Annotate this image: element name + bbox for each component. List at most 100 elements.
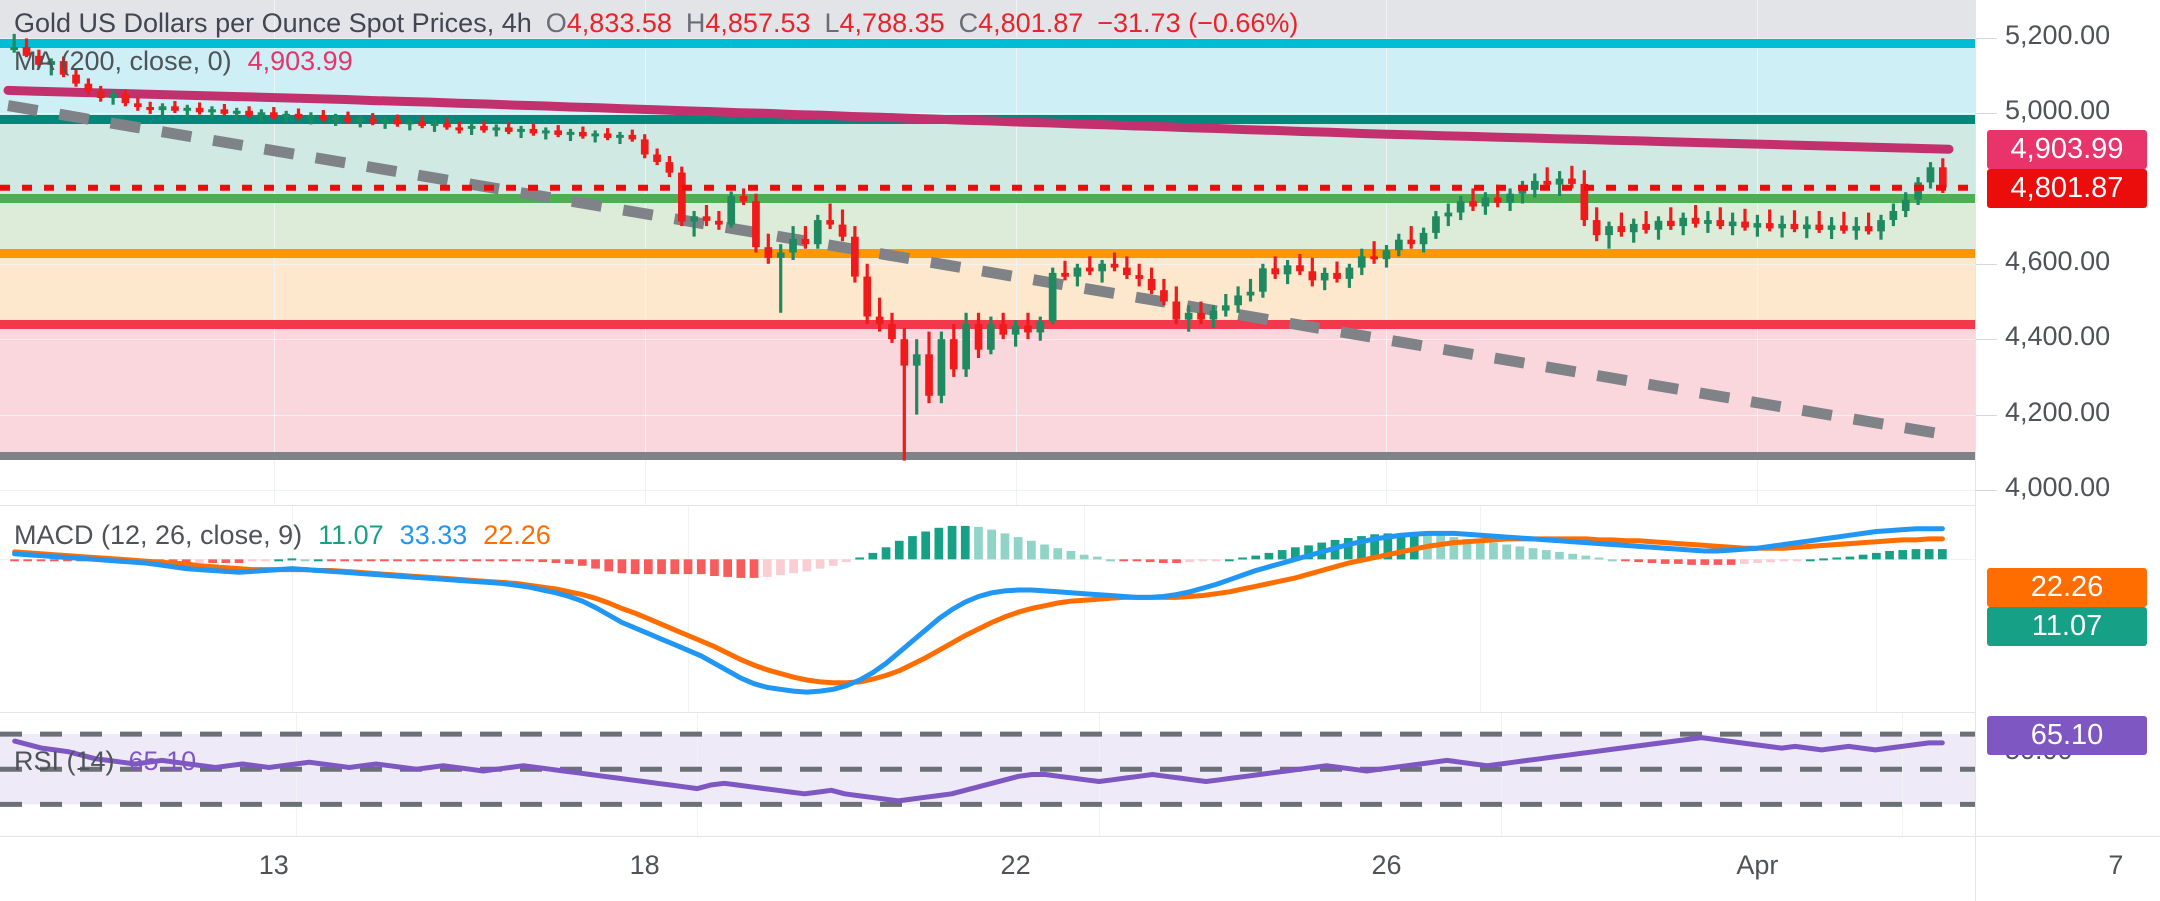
macd-hist-bar: [1766, 559, 1776, 563]
macd-hist-bar: [1000, 533, 1010, 560]
macd-hist-bar: [538, 559, 548, 563]
trendline-dashed: [7, 100, 1950, 441]
macd-hist-bar: [1238, 557, 1247, 560]
panel-divider-price-macd[interactable]: [0, 505, 1975, 506]
candle-wick: [1496, 184, 1500, 208]
candle-body: [1061, 272, 1069, 277]
chart-interval[interactable]: 4h: [501, 8, 532, 38]
macd-hist-bar: [1475, 540, 1485, 560]
macd-value: 11.07: [318, 520, 384, 550]
ma-indicator-legend[interactable]: MA (200, close, 0) 4,903.99: [14, 46, 353, 76]
macd-hist-bar: [591, 559, 600, 569]
candle-body: [1296, 265, 1304, 272]
panel-divider-macd-rsi[interactable]: [0, 712, 1975, 713]
candle-body: [1481, 197, 1490, 207]
candle-body: [752, 201, 760, 248]
candle-body: [1568, 178, 1576, 184]
chart-symbol-title[interactable]: Gold US Dollars per Ounce Spot Prices: [14, 8, 487, 38]
macd-hist-bar: [1806, 559, 1815, 562]
candle-wick: [1125, 256, 1129, 279]
candle-wick: [1088, 256, 1092, 276]
h-gridline: [0, 490, 1975, 491]
candle-body: [1642, 223, 1650, 230]
macd-hist-bar: [710, 559, 719, 576]
rsi-badge[interactable]: 65.10: [1987, 716, 2147, 755]
macd-hist-bar: [564, 559, 574, 564]
v-gridline: [292, 506, 293, 712]
ohlc-high-label: H: [685, 8, 706, 38]
time-scale-axis[interactable]: 13 18 22 26 Apr 7: [0, 836, 2123, 901]
macd-hist-bar: [1660, 559, 1670, 564]
candle-body: [1506, 193, 1514, 203]
rsi-panel[interactable]: RSI (14) 65.10: [0, 713, 1975, 836]
candle-body: [1691, 217, 1700, 224]
macd-hist-bar: [380, 559, 389, 562]
candle-wick: [878, 297, 882, 332]
candle-body: [1221, 305, 1230, 311]
candle-wick: [1743, 208, 1747, 231]
macd-hist-bar: [644, 559, 653, 575]
time-tick-label: 7: [2108, 850, 2124, 880]
candle-body: [999, 324, 1008, 335]
candlestick-series: [10, 33, 1947, 461]
candle-body: [776, 252, 785, 258]
axis-horizontal-divider: [0, 836, 2160, 837]
candle-wick: [1607, 221, 1611, 249]
macd-hist-bar: [1779, 559, 1789, 562]
candle-body: [134, 103, 142, 108]
price-tick-line: [1975, 38, 1997, 39]
macd-hist-bar: [762, 559, 772, 577]
macd-hist-bar: [1568, 553, 1577, 560]
rsi-indicator-label: RSI (14): [14, 746, 115, 776]
candle-body: [171, 106, 179, 111]
rsi-indicator-legend[interactable]: RSI (14) 65.10: [14, 746, 196, 776]
candle-body: [1877, 220, 1885, 232]
time-tick-label: 13: [258, 850, 289, 880]
macd-hist-bar: [1198, 559, 1208, 562]
macd-hist-bar: [366, 559, 376, 562]
candle-body: [1073, 267, 1082, 277]
macd-hist-bar: [868, 552, 878, 560]
macd-hist-bar: [1700, 559, 1710, 565]
candle-wick: [259, 109, 263, 122]
candle-body: [1024, 325, 1032, 333]
macd-hist-bar: [921, 531, 930, 560]
candle-body: [406, 121, 414, 125]
candle-body: [1333, 272, 1341, 279]
candle-wick: [1694, 205, 1698, 228]
candle-wick: [1112, 252, 1117, 272]
candle-body: [937, 339, 946, 396]
price-chart-panel[interactable]: Gold US Dollars per Ounce Spot Prices, 4…: [0, 0, 1975, 505]
macd-line-badge[interactable]: 11.07: [1987, 607, 2147, 646]
candle-body: [1531, 180, 1539, 190]
candle-wick: [618, 131, 622, 144]
candle-body: [1370, 256, 1378, 260]
candle-body: [22, 47, 31, 56]
candle-body: [1518, 189, 1527, 194]
macd-hist-bar: [247, 559, 257, 562]
candle-body: [591, 133, 600, 137]
candle-body: [183, 107, 192, 111]
last-price-badge[interactable]: 4,801.87: [1987, 168, 2147, 208]
macd-hist-bar: [578, 559, 587, 566]
candle-wick: [568, 128, 573, 141]
rsi-indicator-value: 65.10: [128, 746, 197, 776]
candle-body: [1679, 217, 1688, 227]
macd-hist-bar: [327, 559, 336, 562]
macd-hist-bar: [551, 559, 561, 563]
macd-hist-bar: [696, 559, 706, 575]
macd-hist-bar: [446, 559, 455, 562]
candle-wick: [284, 110, 288, 123]
macd-hist-bar: [1093, 556, 1102, 560]
candle-body: [888, 324, 896, 340]
macd-indicator-legend[interactable]: MACD (12, 26, close, 9) 11.07 33.33 22.26: [14, 520, 551, 550]
ma-price-badge[interactable]: 4,903.99: [1987, 130, 2147, 170]
macd-hist-bar: [1858, 554, 1868, 560]
macd-hist-badge[interactable]: 22.26: [1987, 568, 2147, 607]
candle-body: [987, 324, 995, 350]
price-tick-label: 5,000.00: [2005, 95, 2111, 126]
macd-hist-bar: [1726, 559, 1736, 565]
price-scale-axis[interactable]: 5,200.00 5,000.00 4,600.00 4,400.00 4,200.00…: [1975, 0, 2160, 836]
price-tick-label: 4,600.00: [2005, 245, 2111, 276]
macd-panel[interactable]: MACD (12, 26, close, 9) 11.07 33.33 22.26: [0, 506, 1975, 712]
